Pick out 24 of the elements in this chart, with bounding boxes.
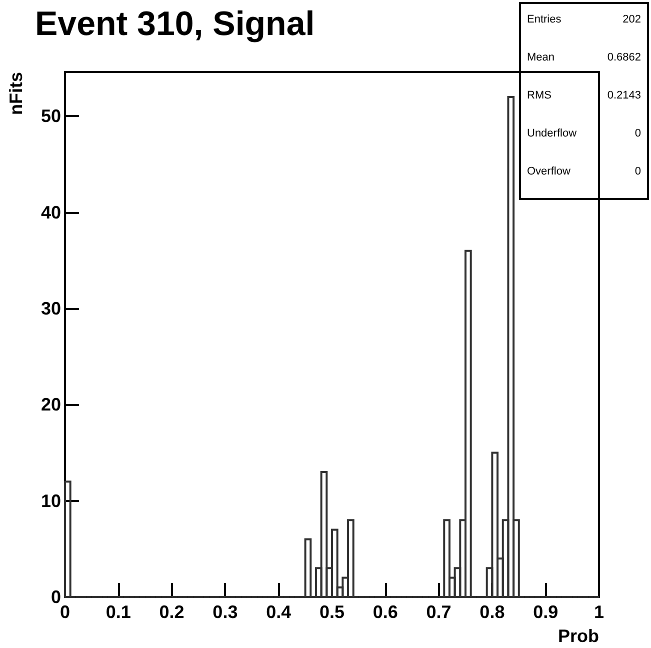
x-tick-label: 1	[594, 602, 604, 622]
text: RMS 0.2143	[527, 90, 642, 102]
x-tick-label: 0.7	[426, 602, 452, 622]
text: Overflow 0	[527, 166, 642, 178]
x-tick-label: 0.3	[212, 602, 238, 622]
y-tick-label: 20	[40, 394, 61, 415]
x-tick-label: 0.5	[319, 602, 345, 622]
y-tick-label: 50	[40, 106, 61, 126]
x-tick-label: 0.1	[106, 602, 131, 622]
x-tick-label: 0.2	[159, 602, 184, 622]
chart-title: Event 310, Signal	[35, 5, 315, 43]
x-tick-label: 0.6	[372, 602, 398, 622]
y-axis-title: nFits	[6, 72, 26, 115]
y-tick-label: 0	[50, 587, 61, 607]
text: Entries 202	[527, 14, 642, 26]
y-tick-label: 30	[40, 298, 61, 319]
x-axis-title: Prob	[558, 626, 599, 646]
text: Underflow 0	[527, 128, 642, 140]
x-tick-label: 0.8	[480, 602, 505, 622]
text: Mean 0.6862	[527, 52, 642, 64]
x-tick-label: 0.4	[266, 602, 292, 622]
y-tick-label: 10	[40, 490, 61, 511]
x-tick-label: 0.9	[533, 602, 558, 622]
y-tick-label: 40	[40, 202, 61, 222]
